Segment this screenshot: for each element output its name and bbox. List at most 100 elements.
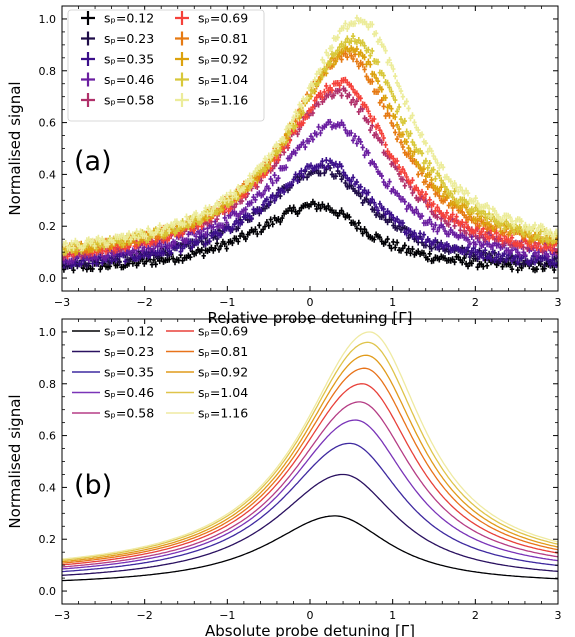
data-point <box>218 206 224 214</box>
data-point <box>534 244 540 251</box>
legend-marker <box>175 31 189 46</box>
data-point <box>266 200 271 207</box>
data-point <box>272 197 277 204</box>
data-point <box>377 200 383 208</box>
legend-marker <box>175 72 189 87</box>
data-point <box>507 230 513 237</box>
data-point <box>511 222 517 229</box>
data-point <box>289 181 294 188</box>
data-point <box>546 253 551 260</box>
data-point <box>394 135 400 143</box>
data-point <box>193 209 199 217</box>
data-point <box>479 228 484 236</box>
data-point <box>362 66 367 73</box>
data-point <box>521 225 526 232</box>
data-point <box>507 261 513 268</box>
data-point <box>324 157 329 164</box>
data-point <box>349 178 354 185</box>
data-point <box>207 204 212 211</box>
data-point <box>153 261 158 268</box>
data-point <box>498 256 503 264</box>
data-point <box>552 233 557 240</box>
data-point <box>404 249 409 256</box>
series-line <box>62 367 558 564</box>
legend: sₚ=0.12 sₚ=0.23 sₚ=0.35 sₚ=0.46 sₚ=0.58 sₚ=0.… <box>67 9 265 122</box>
data-point <box>327 118 333 126</box>
data-point <box>387 56 392 64</box>
data-point <box>333 58 339 65</box>
data-point <box>504 218 509 225</box>
x-tick-label: 2 <box>472 296 479 309</box>
legend-label: sₚ=0.69 <box>198 11 248 26</box>
data-point <box>402 169 407 177</box>
data-point <box>222 240 227 248</box>
data-point <box>546 236 551 243</box>
data-point <box>364 229 369 236</box>
data-point <box>301 119 306 127</box>
data-point <box>473 216 478 223</box>
data-point <box>416 126 421 134</box>
y-tick-label: 1.0 <box>39 326 57 339</box>
series-line <box>62 341 558 561</box>
x-tick-label: −1 <box>219 296 235 309</box>
data-point <box>341 43 346 50</box>
data-point <box>352 20 358 27</box>
data-point <box>71 244 76 251</box>
data-point <box>404 138 409 146</box>
legend-item: sₚ=0.81 <box>175 31 248 46</box>
data-point <box>253 196 258 203</box>
data-point <box>555 228 558 236</box>
data-point <box>241 185 247 192</box>
x-axis-label: Relative probe detuning [Γ] <box>208 309 413 327</box>
data-point <box>352 101 358 108</box>
data-point <box>408 148 413 155</box>
panel-label: (b) <box>74 470 112 501</box>
data-point <box>427 196 432 203</box>
data-point <box>391 65 396 73</box>
data-point <box>213 245 218 252</box>
x-tick-label: −3 <box>54 609 70 622</box>
data-point <box>408 203 413 211</box>
data-point <box>320 158 325 165</box>
data-point <box>460 187 465 194</box>
legend-box <box>67 9 265 122</box>
data-point <box>385 79 390 87</box>
legend-marker <box>81 52 95 66</box>
data-point <box>552 266 557 274</box>
data-point <box>398 87 404 95</box>
legend-label: sₚ=0.12 <box>104 324 154 339</box>
data-point <box>446 231 451 238</box>
series-line <box>62 442 558 573</box>
data-point <box>502 250 507 258</box>
data-point <box>318 90 323 97</box>
data-point <box>475 264 480 271</box>
data-point <box>339 49 344 56</box>
data-point <box>375 58 381 66</box>
data-point <box>402 117 407 125</box>
data-point <box>260 160 266 167</box>
data-point <box>253 226 258 233</box>
data-point <box>494 229 499 237</box>
data-point <box>377 36 383 43</box>
data-point <box>337 82 342 89</box>
data-point <box>375 88 381 95</box>
data-point <box>295 111 300 118</box>
data-point <box>280 214 285 222</box>
data-point <box>362 54 367 61</box>
data-point <box>471 208 476 215</box>
data-point <box>534 266 540 273</box>
data-point <box>391 122 396 130</box>
legend-item: sₚ=0.23 <box>72 344 154 359</box>
data-point <box>339 56 344 63</box>
data-point <box>393 244 398 251</box>
legend-marker <box>81 11 95 25</box>
data-point <box>360 61 365 68</box>
data-point <box>264 157 270 164</box>
data-point <box>199 246 204 254</box>
y-tick-label: 0.0 <box>39 585 57 598</box>
legend-label: sₚ=0.81 <box>198 31 248 46</box>
data-point <box>188 238 193 245</box>
data-point <box>243 206 248 213</box>
plot-area <box>62 14 558 274</box>
data-point <box>276 175 281 182</box>
